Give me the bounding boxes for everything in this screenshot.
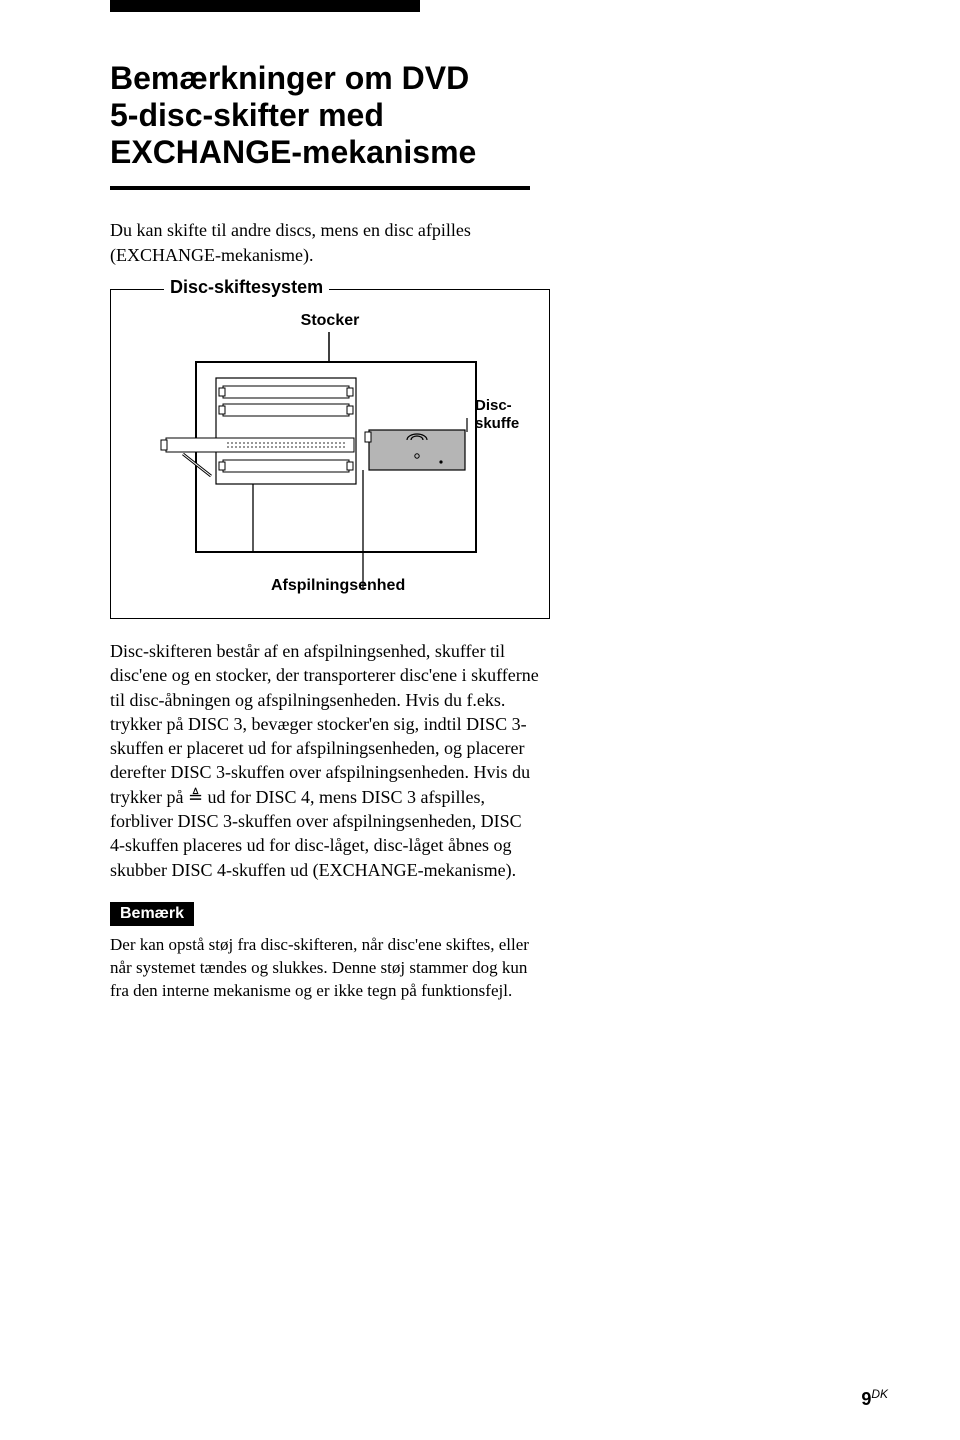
title-line-3: EXCHANGE-mekanisme xyxy=(110,134,476,170)
body-paragraph: Disc-skifteren består af en afspilningse… xyxy=(110,639,540,882)
disc-system-figure: Disc-skiftesystem Stocker xyxy=(110,289,550,619)
figure-border: Stocker xyxy=(110,289,550,619)
title-line-2: 5-disc-skifter med xyxy=(110,97,384,133)
disc-tray-label-l1: Disc- xyxy=(475,397,512,414)
top-black-bar xyxy=(110,0,420,12)
figure-title: Disc-skiftesystem xyxy=(164,277,329,298)
page-number: 9DK xyxy=(861,1387,888,1410)
page-lang-code: DK xyxy=(871,1387,888,1401)
disc-tray-label-l2: skuffe xyxy=(475,415,519,432)
page-number-digit: 9 xyxy=(861,1389,871,1409)
playback-unit-label: Afspilningsenhed xyxy=(271,577,405,594)
note-badge: Bemærk xyxy=(110,902,194,926)
intro-paragraph: Du kan skifte til andre discs, mens en d… xyxy=(110,218,540,267)
note-section: Bemærk Der kan opstå støj fra disc-skift… xyxy=(110,902,880,1003)
title-underline xyxy=(110,186,530,190)
title-line-1: Bemærkninger om DVD xyxy=(110,60,469,96)
page-title: Bemærkninger om DVD 5-disc-skifter med E… xyxy=(110,60,880,170)
disc-system-diagram: Disc- skuffe Afspilningsenhed xyxy=(111,290,547,616)
note-text: Der kan opstå støj fra disc-skifteren, n… xyxy=(110,934,540,1003)
